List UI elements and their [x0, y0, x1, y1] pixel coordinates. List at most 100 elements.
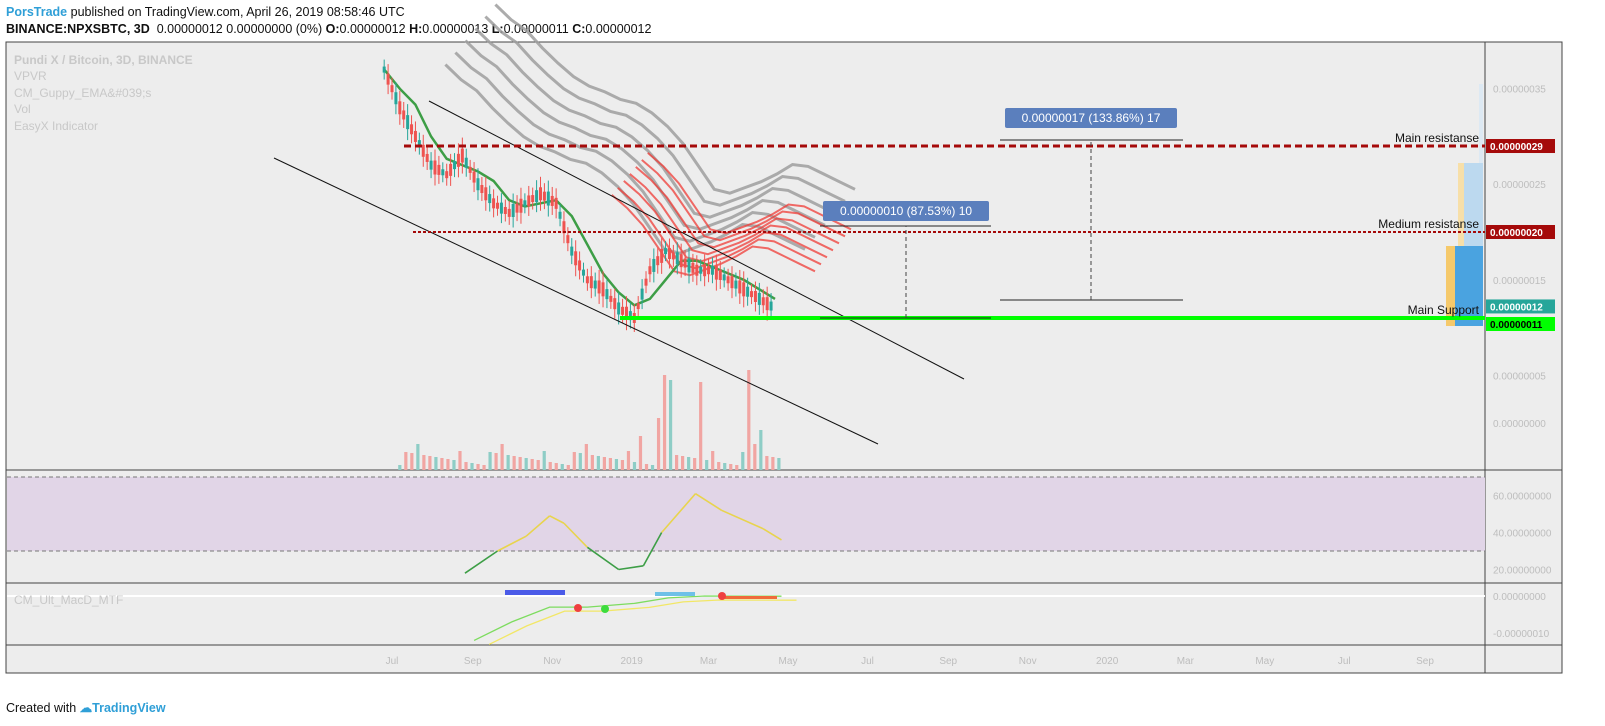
created-with-text: Created with [6, 701, 77, 715]
macd-signal-line [488, 599, 797, 645]
candle-body [394, 92, 398, 105]
candle-body [683, 258, 687, 268]
candle-body [496, 202, 500, 209]
candle-body [585, 276, 589, 284]
volume-bar [548, 462, 552, 470]
candle-body [757, 292, 761, 305]
vpvr-profile [1446, 84, 1483, 326]
price-tick-label: 0.00000015 [1493, 276, 1546, 287]
candle-body [558, 211, 562, 219]
guppy-red-line [623, 180, 828, 263]
candle-body [425, 153, 429, 162]
candle-body [765, 297, 769, 311]
time-tick-label: May [779, 656, 798, 667]
candle-body [613, 298, 617, 310]
candle-body [574, 251, 578, 266]
candle-body [703, 264, 707, 277]
candle-body [488, 194, 492, 204]
time-tick-label: Mar [1177, 656, 1195, 667]
measure-label-text: 0.00000010 (87.53%) 10 [840, 204, 972, 218]
candle-body [421, 144, 425, 157]
volume-bar [753, 444, 757, 470]
guppy-red-line [635, 166, 840, 249]
candle-body [445, 171, 449, 179]
volume-bar [626, 451, 631, 470]
candle-body [554, 197, 558, 209]
rsi-line-segment [586, 546, 620, 571]
rsi-line-segment [721, 509, 764, 530]
level-label: Main resistanse [1395, 131, 1479, 145]
time-tick-label: Jul [386, 656, 399, 667]
tradingview-logo-icon[interactable]: ☁ [79, 701, 93, 715]
macd-histogram [505, 590, 565, 595]
symbol-label: BINANCE:NPXSBTC, 3D [6, 22, 150, 36]
candle-body [386, 73, 390, 85]
candle-body [609, 295, 613, 302]
price-levels: Main resistanse 0.00000029 Medium resistan… [404, 131, 1555, 331]
guppy-red-line [647, 152, 852, 235]
candle-body [417, 140, 421, 148]
time-tick-label: Sep [1416, 656, 1434, 667]
guppy-grey-line [464, 39, 826, 231]
time-tick-label: Mar [700, 656, 718, 667]
candle-body [660, 248, 664, 263]
candle-body [605, 289, 609, 300]
candle-body [710, 265, 714, 275]
rsi-line-segment [497, 535, 527, 552]
volume-bar [747, 370, 751, 470]
volume-bar [584, 444, 588, 470]
volume-bar [512, 456, 516, 470]
candle-body [570, 246, 574, 256]
candle-body [718, 270, 722, 281]
candle-body [695, 264, 699, 276]
volume-bar [741, 452, 745, 470]
publisher-link[interactable]: PorsTrade [6, 5, 68, 19]
macd-histogram [655, 592, 695, 596]
candle-body [468, 166, 472, 173]
volume-bar [428, 456, 432, 470]
tradingview-brand[interactable]: TradingView [92, 701, 166, 715]
time-tick-label: 2020 [1096, 656, 1119, 667]
rsi-pane [7, 476, 1485, 574]
volume-bar [440, 458, 444, 470]
volume-bar [765, 456, 769, 470]
volume-bar [572, 452, 576, 470]
guppy-grey-line [494, 3, 856, 195]
current-price-text: 0.00000012 [1490, 302, 1543, 313]
macd-pane: CM_Ult_MacD_MTF [7, 590, 1485, 645]
time-tick-label: May [1255, 656, 1274, 667]
price-tick-label: 0.00000025 [1493, 180, 1546, 191]
measure-label-text: 0.00000017 (133.86%) 17 [1022, 111, 1161, 125]
candle-body [746, 286, 750, 297]
rsi-tick-label: 60.00000000 [1493, 492, 1552, 503]
volume-bar [614, 459, 619, 470]
candle-body [429, 160, 433, 170]
level-price-tag [1486, 225, 1555, 240]
macd-cross-dot [574, 604, 582, 612]
candle-body [589, 276, 593, 289]
volume-bar [536, 460, 540, 470]
price-tick-label: 0.00000000 [1493, 419, 1546, 430]
guppy-red-line [617, 187, 822, 270]
candle-body [531, 195, 535, 203]
candle-body [402, 110, 406, 120]
volume-bar [674, 455, 679, 470]
candle-body [456, 153, 460, 167]
rsi-band [7, 477, 1485, 551]
candle-body [515, 203, 519, 213]
candle-body [652, 258, 656, 272]
candle-body [382, 66, 386, 73]
macd-tick-label: 0.00000000 [1493, 592, 1546, 603]
volume-bar [771, 457, 775, 470]
candle-body [390, 85, 394, 93]
candle-body [441, 169, 445, 176]
candle-body [484, 187, 488, 201]
volume-bar [398, 465, 402, 470]
candle-body [507, 208, 511, 217]
volume-bar [542, 451, 546, 470]
time-tick-label: Jul [861, 656, 874, 667]
high-label: H: [409, 22, 423, 36]
candle-body [679, 254, 683, 268]
candle-body [753, 291, 757, 303]
